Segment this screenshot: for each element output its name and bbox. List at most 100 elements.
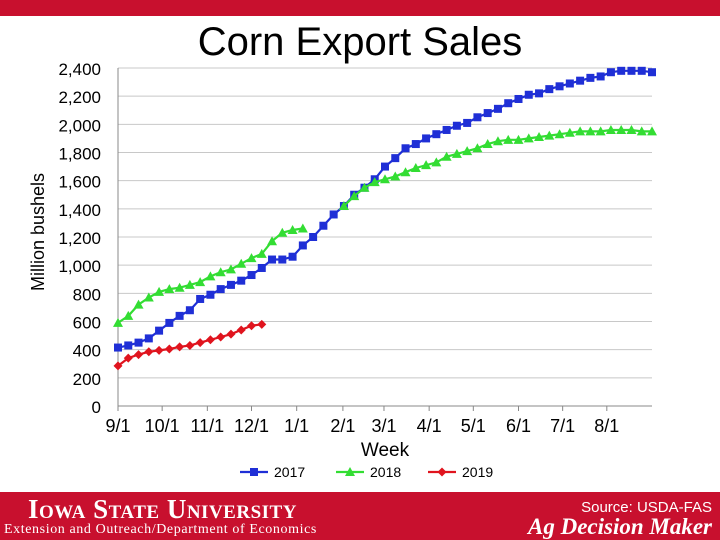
x-tick-label: 12/1	[234, 416, 269, 436]
point-2017	[493, 104, 502, 113]
point-2018	[564, 127, 575, 137]
point-2019	[113, 361, 123, 371]
point-2017	[401, 144, 410, 153]
y-tick-label: 2,000	[58, 116, 101, 135]
point-2019	[195, 338, 205, 348]
legend-label-2019: 2019	[462, 464, 493, 480]
point-2017	[250, 468, 258, 476]
y-tick-label: 2,200	[58, 88, 101, 107]
point-2017	[627, 66, 636, 75]
x-axis-label: Week	[361, 440, 410, 461]
y-tick-label: 1,400	[58, 201, 101, 220]
point-2017	[524, 90, 533, 99]
y-axis-ticks: 0 200 400 600 800 1,000 1,200 1,400 1,600 1,800 2,…	[58, 60, 101, 417]
point-2017	[411, 140, 420, 149]
point-2018	[287, 224, 298, 234]
point-2018	[523, 133, 534, 143]
point-2018	[113, 317, 123, 327]
point-2018	[431, 157, 442, 167]
point-2018	[154, 286, 165, 296]
y-tick-label: 1,600	[58, 173, 101, 192]
point-2018	[369, 177, 380, 187]
point-2017	[155, 326, 164, 335]
point-2018	[647, 126, 657, 136]
point-2017	[432, 130, 441, 139]
point-2018	[174, 282, 185, 292]
point-2018	[636, 126, 647, 136]
point-2019	[257, 319, 267, 329]
top-accent-bar	[0, 0, 720, 16]
brand-name: Ag Decision Maker	[528, 514, 712, 539]
point-2017	[483, 109, 492, 118]
point-2017	[329, 210, 338, 219]
legend: 2017 2018 2019	[240, 464, 493, 480]
point-2018	[349, 191, 360, 201]
point-2018	[267, 236, 278, 246]
point-2018	[554, 129, 565, 139]
point-2018	[277, 227, 288, 237]
point-2017	[124, 341, 133, 350]
point-2018	[390, 171, 401, 181]
point-2019	[236, 325, 246, 335]
point-2017	[309, 233, 318, 241]
point-2017	[165, 318, 174, 327]
point-2019	[144, 347, 154, 357]
point-2017	[257, 263, 266, 272]
point-2017	[247, 271, 256, 280]
point-2017	[555, 82, 564, 91]
university-logo-text: Iowa State University	[28, 494, 297, 524]
point-2018	[472, 143, 483, 153]
y-tick-label: 600	[73, 314, 101, 333]
point-2019	[226, 329, 236, 339]
point-2018	[225, 264, 236, 274]
point-2017	[268, 255, 277, 264]
y-tick-label: 0	[92, 398, 101, 417]
point-2018	[544, 130, 555, 140]
point-2017	[637, 66, 646, 75]
point-2019	[154, 345, 164, 355]
y-tick-label: 1,000	[58, 257, 101, 276]
legend-label-2017: 2017	[274, 464, 305, 480]
point-2017	[319, 221, 328, 230]
point-2017	[617, 66, 626, 75]
point-2018	[462, 146, 473, 156]
point-2018	[534, 132, 545, 142]
point-2018	[482, 139, 493, 149]
point-2019	[205, 335, 215, 345]
point-2019	[437, 467, 447, 477]
point-2017	[298, 241, 307, 250]
x-tick-label: 9/1	[105, 416, 130, 436]
x-tick-label: 4/1	[417, 416, 442, 436]
point-2017	[206, 290, 215, 299]
point-2018	[256, 248, 267, 258]
x-tick-label: 2/1	[330, 416, 355, 436]
point-2017	[175, 311, 184, 320]
x-tick-label: 6/1	[506, 416, 531, 436]
point-2019	[123, 353, 133, 363]
source-note: Source: USDA-FAS	[581, 499, 712, 516]
point-2017	[586, 73, 595, 82]
gridlines	[118, 67, 652, 379]
point-2018	[205, 271, 216, 281]
point-2018	[616, 124, 627, 134]
y-tick-label: 1,200	[58, 229, 101, 248]
x-tick-label: 5/1	[461, 416, 486, 436]
point-2018	[575, 126, 586, 136]
point-2017	[134, 338, 143, 347]
point-2017	[504, 99, 513, 108]
point-2017	[216, 285, 225, 294]
point-2018	[513, 134, 524, 144]
point-2017	[237, 276, 246, 285]
point-2017	[535, 89, 544, 98]
point-2017	[452, 121, 461, 130]
point-2017	[391, 154, 400, 163]
point-2018	[380, 174, 390, 184]
point-2018	[133, 299, 144, 309]
point-2018	[605, 124, 616, 134]
point-2017	[185, 306, 194, 315]
y-tick-label: 200	[73, 370, 101, 389]
point-2018	[503, 134, 514, 144]
point-2018	[184, 279, 195, 289]
point-2018	[585, 126, 596, 136]
point-2017	[422, 134, 431, 143]
